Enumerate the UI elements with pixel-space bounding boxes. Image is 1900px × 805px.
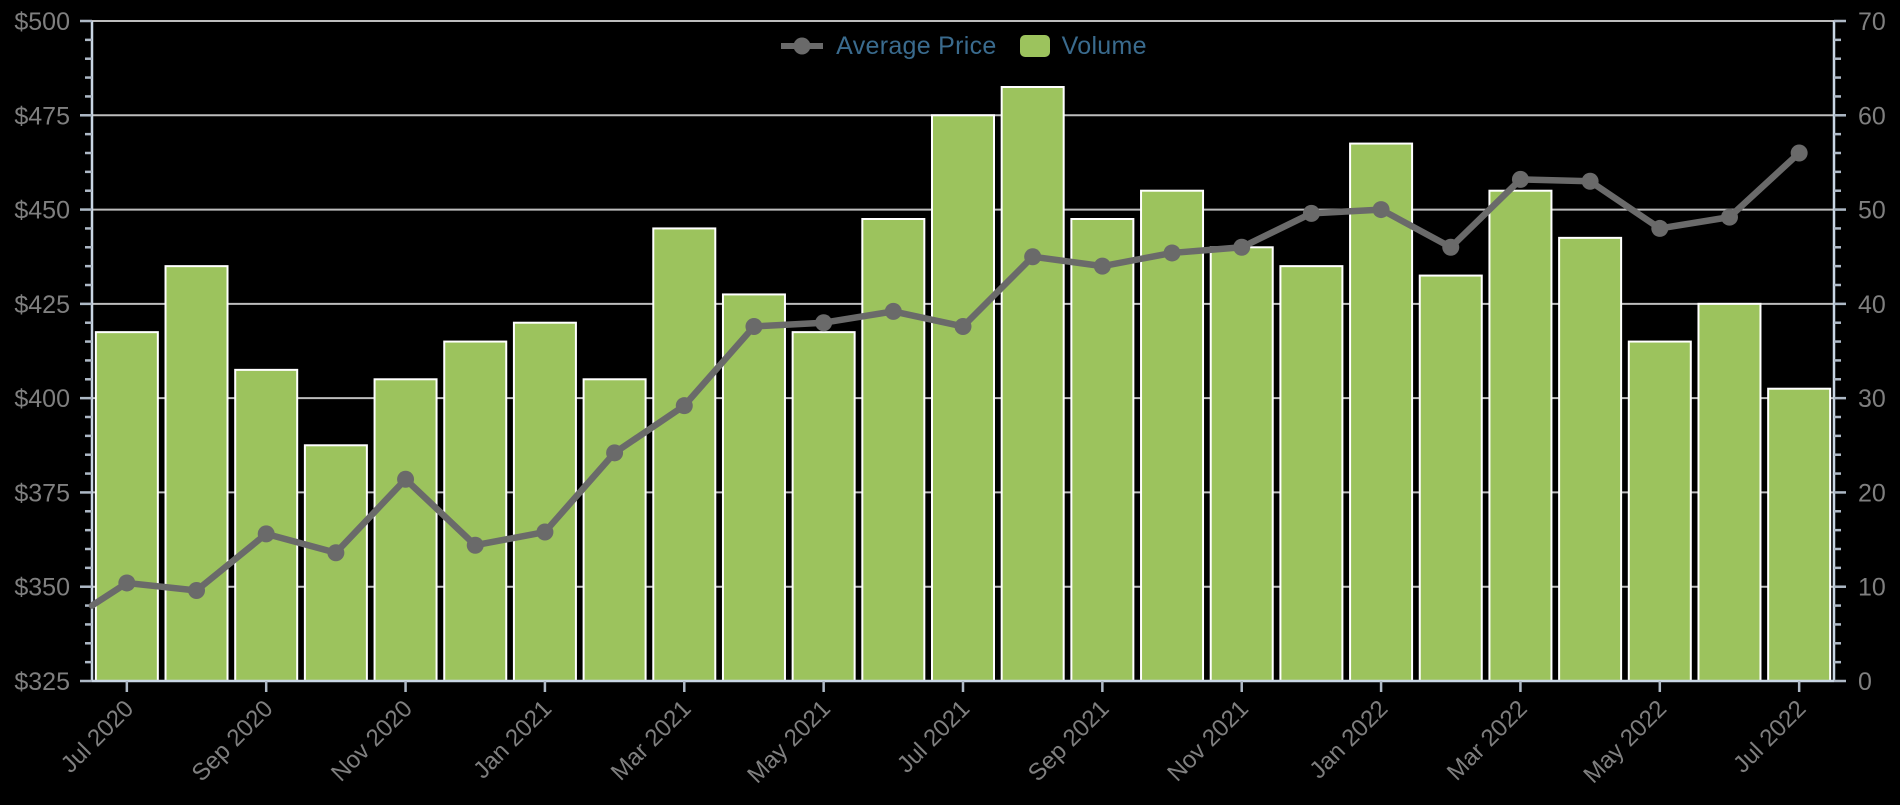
volume-bar — [582, 378, 647, 682]
y-axis-left-ticks — [80, 19, 92, 683]
price-point — [1790, 144, 1808, 162]
price-point — [606, 444, 624, 462]
price-point — [188, 581, 206, 599]
chart-legend: Average Price Volume — [92, 28, 1834, 64]
price-point — [536, 523, 554, 541]
x-axis-label: Sep 2021 — [1023, 695, 1115, 787]
x-axis-label: May 2021 — [742, 695, 836, 789]
x-axis-label: Mar 2021 — [606, 695, 697, 786]
volume-bar — [791, 331, 856, 682]
volume-bar — [861, 218, 926, 682]
legend-label-volume: Volume — [1061, 31, 1147, 60]
x-axis-label: May 2022 — [1578, 695, 1672, 789]
x-axis-ticks — [125, 681, 1801, 692]
volume-bar — [931, 114, 995, 683]
volume-bar — [303, 444, 368, 682]
price-point — [1651, 219, 1669, 237]
price-axis-label: $350 — [14, 574, 70, 602]
price-point — [1511, 170, 1529, 188]
volume-bar — [94, 331, 159, 682]
volume-axis-label: 30 — [1858, 385, 1886, 413]
square-marker-icon — [1019, 35, 1050, 57]
price-point — [1093, 257, 1111, 275]
volume-axis-label: 0 — [1858, 668, 1872, 696]
volume-bar — [1349, 142, 1414, 683]
price-point — [1302, 204, 1320, 222]
price-axis-label: $375 — [14, 479, 70, 507]
volume-axis-label: 20 — [1858, 479, 1886, 507]
price-point — [1233, 238, 1251, 256]
x-axis-label: Jul 2021 — [892, 695, 975, 778]
legend-label-average-price: Average Price — [836, 31, 997, 60]
volume-bar — [1279, 265, 1344, 682]
y-axis-right-ticks — [1834, 19, 1846, 683]
price-axis-label: $475 — [14, 102, 70, 130]
legend-item-average-price[interactable]: Average Price — [779, 32, 996, 61]
volume-bar — [1000, 86, 1065, 682]
price-point — [327, 544, 345, 562]
price-point — [1581, 172, 1599, 190]
price-point — [884, 302, 902, 320]
volume-bar — [652, 227, 717, 683]
price-point — [1442, 238, 1460, 256]
price-point — [257, 525, 275, 543]
x-axis-label: Jan 2021 — [468, 695, 557, 784]
price-point — [954, 317, 972, 335]
price-point — [1163, 244, 1181, 262]
volume-axis-label: 60 — [1858, 102, 1886, 130]
x-axis-label: Nov 2021 — [1162, 695, 1254, 787]
volume-axis-label: 70 — [1858, 8, 1886, 36]
x-axis-label: Mar 2022 — [1442, 695, 1533, 786]
x-axis-label: Jul 2022 — [1728, 695, 1811, 778]
volume-bar — [1209, 246, 1274, 683]
volume-bar — [1488, 189, 1553, 682]
x-axis-labels: Jul 2020 Sep 2020 Nov 2020 Jan 2021 Mar 2021… — [56, 695, 1812, 789]
volume-bar — [1070, 218, 1135, 682]
price-point — [815, 314, 833, 332]
average-price-line — [88, 149, 1803, 609]
x-axis-label: Jan 2022 — [1304, 695, 1393, 784]
volume-bars — [94, 86, 1832, 683]
volume-bar — [1558, 236, 1623, 682]
x-axis-label: Nov 2020 — [326, 695, 418, 787]
legend-item-volume[interactable]: Volume — [1019, 32, 1147, 61]
volume-bar — [373, 378, 438, 682]
price-axis-label: $500 — [14, 8, 70, 36]
volume-axis-label: 50 — [1858, 197, 1886, 225]
line-dot-marker-icon — [781, 37, 824, 55]
price-point — [397, 470, 415, 488]
y-axis-right-labels: 70 60 50 40 30 20 10 0 — [1858, 8, 1886, 696]
price-point — [745, 317, 763, 335]
volume-bar — [443, 340, 508, 682]
price-line — [88, 149, 1803, 609]
price-axis-label: $450 — [14, 197, 70, 225]
price-axis-label: $425 — [14, 291, 70, 319]
volume-bar — [1140, 189, 1205, 682]
volume-bar — [512, 321, 577, 682]
volume-bar — [1418, 274, 1483, 682]
volume-axis-label: 40 — [1858, 291, 1886, 319]
price-point — [1024, 248, 1042, 266]
volume-bar — [164, 265, 229, 682]
price-point — [1720, 208, 1738, 226]
price-point — [466, 536, 484, 554]
price-axis-label: $325 — [14, 668, 70, 696]
volume-bar — [1627, 340, 1692, 682]
x-axis-label: Jul 2020 — [56, 695, 139, 778]
price-point — [118, 574, 136, 592]
price-point — [675, 397, 693, 415]
volume-bar — [721, 293, 786, 682]
price-points — [118, 144, 1808, 599]
x-axis-label: Sep 2020 — [187, 695, 279, 787]
y-axis-left-labels: $500 $475 $450 $425 $400 $375 $350 $325 — [14, 8, 70, 696]
volume-axis-label: 10 — [1858, 574, 1886, 602]
volume-bar — [1697, 302, 1762, 682]
price-axis-label: $400 — [14, 385, 70, 413]
volume-bar — [1767, 387, 1832, 682]
price-point — [1372, 201, 1390, 219]
